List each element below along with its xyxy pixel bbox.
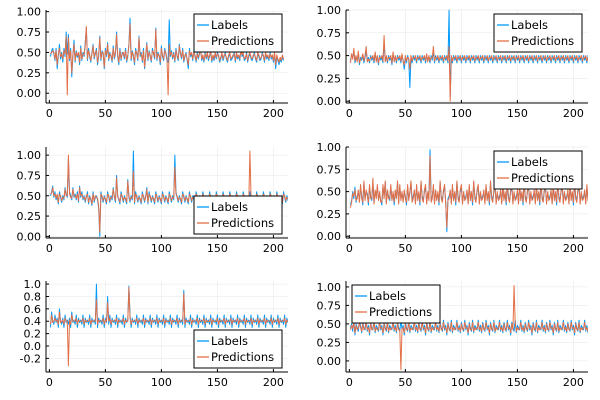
legend-label-predictions: Predictions	[211, 216, 274, 230]
x-tick-label: 200	[263, 376, 284, 389]
x-tick-label: 50	[98, 107, 112, 120]
x-tick-label: 100	[151, 107, 172, 120]
x-tick-label: 200	[263, 107, 284, 120]
x-tick-label: 0	[346, 107, 353, 120]
y-tick-label: 0.50	[317, 186, 342, 199]
legend: Labels Predictions	[193, 13, 283, 53]
legend-label-predictions: Predictions	[211, 350, 274, 364]
x-tick-label: 150	[207, 376, 228, 389]
y-tick-label: 0.25	[317, 336, 342, 349]
y-tick-label: 0.00	[317, 355, 342, 368]
legend: Labels Predictions	[493, 13, 583, 53]
x-tick-label: 100	[451, 376, 472, 389]
x-tick-label: 50	[398, 107, 412, 120]
predictions-series-line	[49, 286, 288, 367]
y-tick-label: 0.75	[17, 169, 42, 182]
y-tick-label: 0.00	[317, 95, 342, 108]
legend-box	[193, 329, 283, 369]
x-tick-label: 0	[46, 376, 53, 389]
x-tick-label: 100	[451, 242, 472, 255]
y-tick-label: 0.50	[317, 318, 342, 331]
y-tick-label: 0.75	[317, 299, 342, 312]
legend-box	[193, 195, 283, 235]
x-tick-label: 150	[207, 242, 228, 255]
x-tick-label: 0	[46, 107, 53, 120]
legend-label-labels: Labels	[511, 18, 548, 32]
y-tick-label: -0.2	[20, 352, 41, 365]
x-tick-label: 150	[507, 376, 528, 389]
y-tick-label: 0.25	[17, 210, 42, 223]
y-tick-label: 1.00	[17, 149, 42, 162]
legend: Labels Predictions	[351, 284, 441, 324]
predictions-series-line	[349, 35, 588, 102]
y-tick-label: 0.00	[17, 87, 42, 100]
y-tick-label: 0.50	[317, 50, 342, 63]
legend-label-predictions: Predictions	[511, 34, 574, 48]
legend-label-predictions: Predictions	[369, 305, 432, 319]
legend-box	[493, 13, 583, 53]
subplot: 0 50 100 150 200 0.00 0.25 0.50 0.75 1.00 Labels Pr…	[317, 4, 588, 120]
legend-label-labels: Labels	[211, 334, 248, 348]
legend: Labels Predictions	[193, 195, 283, 235]
x-tick-label: 150	[507, 242, 528, 255]
y-tick-label: 0.4	[24, 315, 42, 328]
legend-label-labels: Labels	[369, 289, 406, 303]
y-tick-label: 0.25	[317, 72, 342, 85]
x-tick-label: 100	[451, 107, 472, 120]
legend-box	[493, 150, 583, 190]
legend: Labels Predictions	[193, 329, 283, 369]
y-tick-label: 0.8	[24, 290, 42, 303]
x-tick-label: 100	[151, 242, 172, 255]
y-tick-label: 1.0	[24, 278, 42, 291]
subplot: 0 50 100 150 200 0.00 0.25 0.50 0.75 1.00 Labels Pr…	[317, 281, 588, 389]
x-tick-label: 0	[346, 376, 353, 389]
x-tick-label: 200	[563, 107, 584, 120]
x-tick-label: 150	[507, 107, 528, 120]
legend-label-labels: Labels	[211, 200, 248, 214]
y-tick-label: 0.50	[17, 46, 42, 59]
legend-label-labels: Labels	[511, 155, 548, 169]
legend-box	[351, 284, 441, 324]
x-tick-label: 200	[563, 242, 584, 255]
subplot: 0 50 100 150 200 0.00 0.25 0.50 0.75 1.00 Labels Pr…	[317, 141, 588, 255]
legend-label-predictions: Predictions	[511, 171, 574, 185]
y-tick-label: 0.25	[317, 208, 342, 221]
x-tick-label: 50	[398, 376, 412, 389]
predictions-series-line	[349, 284, 588, 371]
x-tick-label: 50	[98, 376, 112, 389]
y-tick-label: 1.00	[317, 281, 342, 294]
subplot: 0 50 100 150 200 0.00 0.25 0.50 0.75 1.00 Labels Pr…	[17, 147, 288, 255]
x-tick-label: 100	[151, 376, 172, 389]
legend-box	[193, 13, 283, 53]
x-tick-label: 200	[263, 242, 284, 255]
legend-label-labels: Labels	[211, 18, 248, 32]
x-tick-label: 0	[346, 242, 353, 255]
y-tick-label: 0.75	[317, 163, 342, 176]
x-tick-label: 0	[46, 242, 53, 255]
x-tick-label: 50	[398, 242, 412, 255]
predictions-series-line	[349, 155, 588, 228]
y-tick-label: 0.75	[17, 26, 42, 39]
x-tick-label: 50	[98, 242, 112, 255]
y-tick-label: 1.00	[317, 4, 342, 17]
y-tick-label: 1.00	[317, 141, 342, 154]
legend-label-predictions: Predictions	[211, 34, 274, 48]
y-tick-label: 0.00	[317, 230, 342, 243]
subplot: 0 50 100 150 200 0.00 0.25 0.50 0.75 1.00 Labels Pr…	[17, 6, 288, 120]
y-tick-label: 0.25	[17, 67, 42, 80]
y-tick-label: 0.50	[17, 190, 42, 203]
x-tick-label: 150	[207, 107, 228, 120]
y-tick-label: 0.0	[24, 340, 42, 353]
y-tick-label: 0.75	[317, 27, 342, 40]
y-tick-label: 0.2	[24, 328, 42, 341]
predictions-series-line	[50, 23, 285, 96]
x-tick-label: 200	[563, 376, 584, 389]
subplot: 0 50 100 150 200 -0.20.00.20.40.60.81.0 Labels…	[20, 278, 288, 389]
legend: Labels Predictions	[493, 150, 583, 190]
y-tick-label: 0.00	[17, 230, 42, 243]
y-tick-label: 1.00	[17, 6, 42, 19]
y-tick-label: 0.6	[24, 303, 42, 316]
